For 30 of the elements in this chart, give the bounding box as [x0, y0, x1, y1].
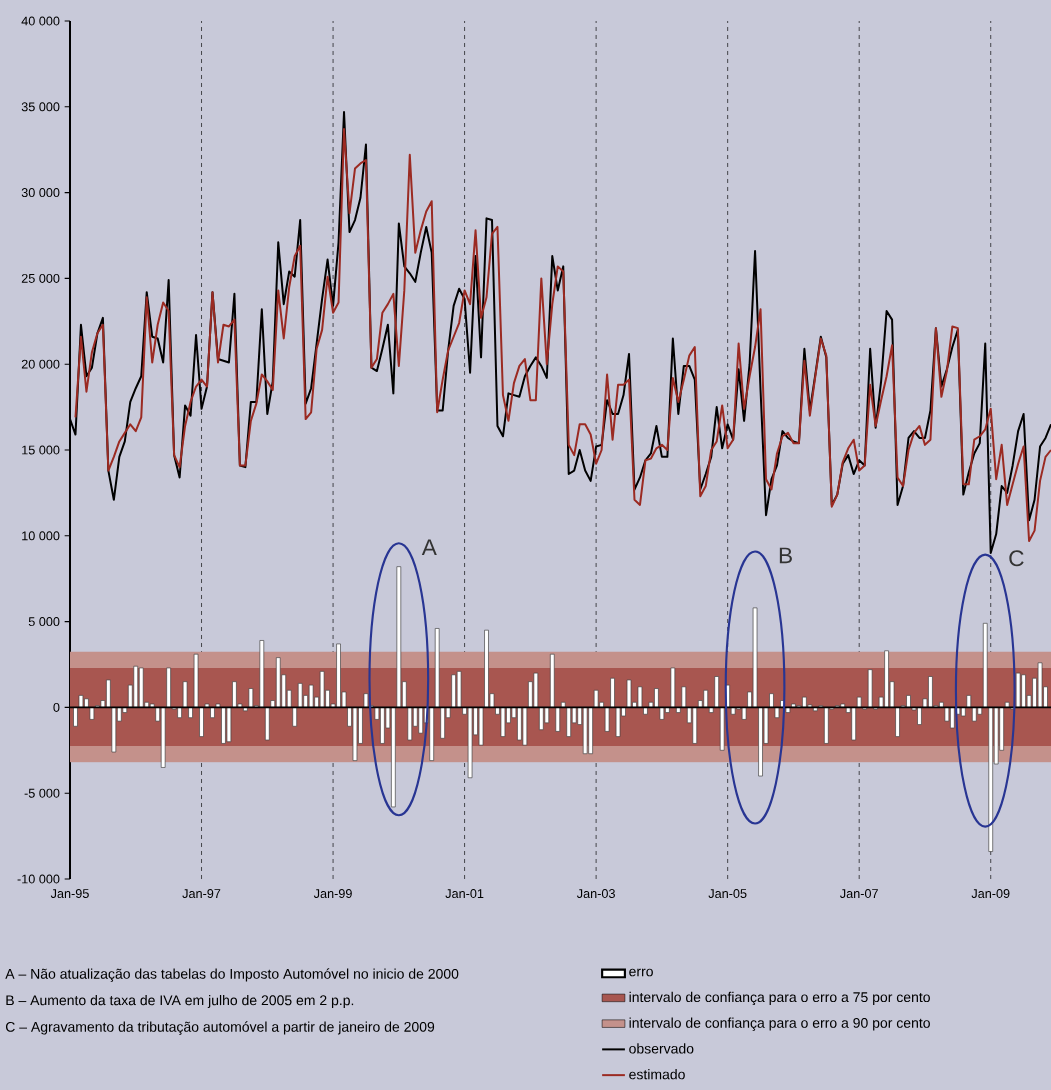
text: B – Aumento da taxa de IVA em julho de 2005 em 2 p.p. [6, 994, 354, 1009]
y-tick-label: 20 000 [21, 359, 60, 369]
y-tick-label: 10 000 [22, 531, 60, 541]
legend-label: intervalo de confiança para o erro a 75 por cento [629, 991, 930, 1005]
x-tick-label: Jan-95 [50, 889, 89, 899]
legend-label: estimado [629, 1069, 685, 1080]
y-tick-label: -5 000 [24, 788, 60, 798]
x-tick-label: Jan-05 [708, 889, 747, 899]
y-tick-label: 0 [53, 702, 60, 712]
y-tick-label: 5 000 [28, 617, 60, 627]
y-tick-label: 40 000 [21, 16, 60, 26]
x-tick-label: Jan-09 [971, 889, 1010, 899]
annotation: A [421, 539, 437, 555]
y-tick-label: 15 000 [22, 445, 60, 455]
y-tick-label: 35 000 [21, 102, 60, 112]
x-tick-label: Jan-03 [576, 889, 615, 899]
annotation: C [1009, 550, 1024, 567]
legend-label: observado [629, 1043, 694, 1054]
x-tick-label: Jan-99 [313, 889, 352, 899]
x-tick-label: Jan-97 [182, 889, 221, 899]
x-tick-label: Jan-01 [445, 889, 484, 899]
text: A – Não atualização das tabelas do Imposto Automóvel no inicio de 2000 [5, 968, 459, 982]
y-tick-label: 30 000 [21, 188, 60, 198]
text: C – Agravamento da tributação automóvel a partir de janeiro de 2009 [5, 1021, 435, 1035]
annotation: B [779, 547, 792, 564]
y-tick-label: 25 000 [21, 273, 60, 283]
y-tick-label: -10 000 [17, 874, 60, 884]
x-tick-label: Jan-07 [840, 889, 878, 899]
legend-label: erro [629, 968, 653, 977]
legend-label: intervalo de confiança para o erro a 90 por cento [629, 1017, 930, 1031]
